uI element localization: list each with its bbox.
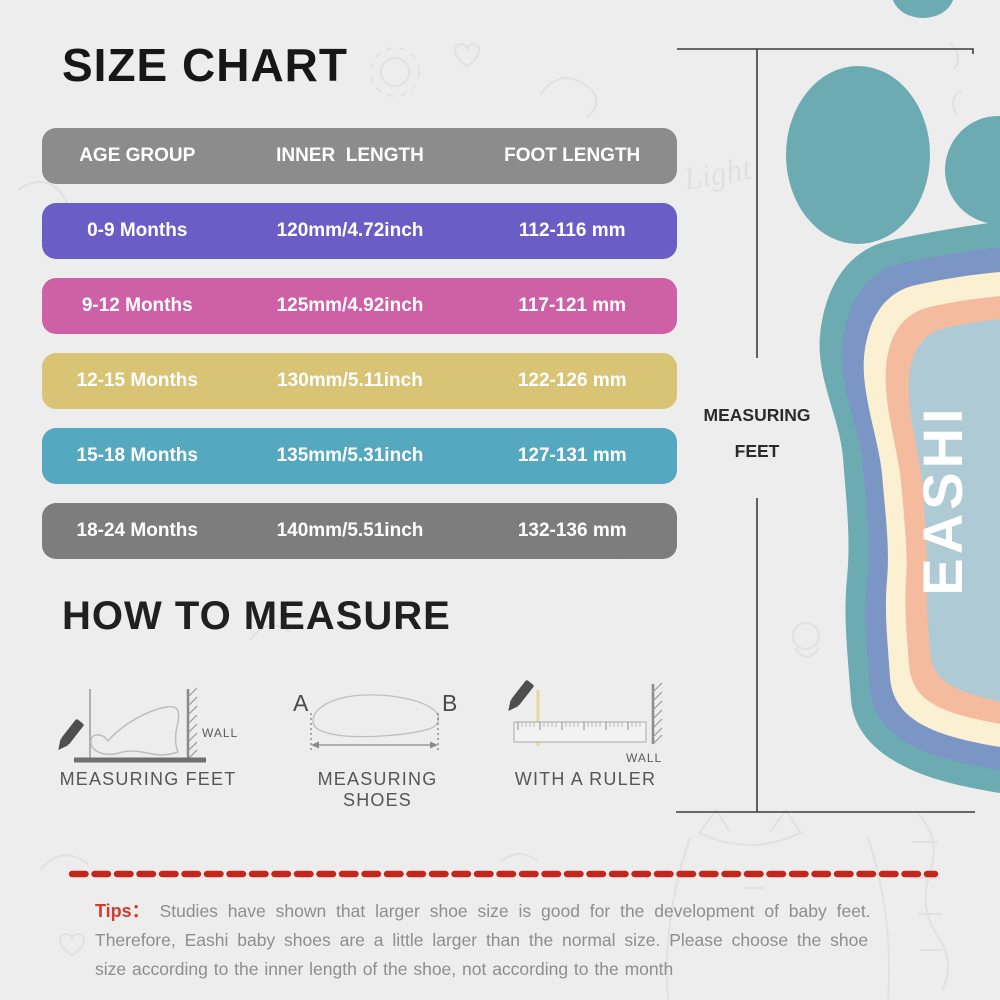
corner-toe — [892, 0, 954, 18]
foot-outline — [90, 705, 180, 756]
measure-line-top — [677, 48, 974, 54]
header-foot-length: FOOT LENGTH — [504, 145, 641, 166]
pencil-icon — [58, 719, 84, 750]
page-title: SIZE CHART — [62, 39, 348, 91]
tips-block: Tips： Studies have shown that larger sho… — [95, 897, 945, 984]
table-row: 18-24 Months 140mm/5.51inch 132-136 mm — [42, 503, 677, 559]
baby-foot-diagram: EASHI MEASURING FEET — [676, 0, 1000, 813]
inner-length-value: 130mm/5.11inch — [277, 370, 423, 391]
foot-length-value: 132-136 mm — [517, 520, 627, 541]
inner-length-value: 135mm/5.31inch — [276, 445, 424, 466]
measuring-feet-label-line2: FEET — [735, 441, 780, 461]
point-b-label: B — [442, 690, 457, 716]
wall-label: WALL — [202, 726, 238, 740]
measuring-shoes-caption: MEASURING SHOES — [317, 769, 438, 810]
brand-text: EASHI — [911, 404, 974, 595]
tips-text-1: Studies have shown that larger shoe size… — [159, 901, 871, 921]
point-a-label: A — [293, 690, 309, 716]
age-group-value: 12-15 Months — [76, 370, 198, 391]
inner-length-value: 140mm/5.51inch — [276, 520, 424, 541]
with-a-ruler-caption: WITH A RULER — [514, 769, 657, 789]
measuring-feet-illustration: WALL — [58, 687, 238, 763]
dashed-divider — [68, 870, 939, 878]
age-group-value: 18-24 Months — [76, 520, 198, 541]
shoe-sole-outline — [312, 694, 440, 738]
header-age-group: AGE GROUP — [79, 145, 196, 166]
foot-length-value: 127-131 mm — [517, 445, 627, 466]
pencil-icon — [508, 680, 534, 711]
foot-length-value: 112-116 mm — [518, 220, 626, 241]
inner-length-value: 125mm/4.92inch — [276, 295, 424, 316]
table-row: 15-18 Months 135mm/5.31inch 127-131 mm — [42, 428, 677, 484]
big-toe — [786, 66, 930, 244]
tips-line-3: size according to the inner length of th… — [95, 959, 674, 979]
age-group-value: 0-9 Months — [87, 220, 188, 241]
tips-line-1: Tips： Studies have shown that larger sho… — [95, 897, 945, 926]
second-toe — [945, 116, 1000, 224]
doodle-cat-tail — [915, 811, 949, 991]
doodle-cat-ears — [699, 808, 801, 833]
tips-line-2: Therefore, Eashi baby shoes are a little… — [95, 930, 869, 950]
age-group-value: 15-18 Months — [76, 445, 198, 466]
header-inner-length: INNER LENGTH — [276, 145, 424, 166]
ruler — [513, 721, 647, 743]
tips-label: Tips： — [95, 901, 150, 921]
table-header-row: AGE GROUP INNER LENGTH FOOT LENGTH — [42, 128, 677, 184]
measuring-feet-caption: MEASURING FEET — [59, 769, 237, 789]
doodle-cat-body — [665, 837, 891, 1000]
table-row: 12-15 Months 130mm/5.11inch 122-126 mm — [42, 353, 677, 409]
doodle-flower — [380, 57, 410, 87]
foot-length-value: 117-121 mm — [518, 295, 627, 316]
with-a-ruler-illustration: WALL — [508, 680, 663, 765]
table-row: 0-9 Months 120mm/4.72inch 112-116 mm — [42, 203, 677, 259]
measuring-feet-label-line1: MEASURING — [704, 405, 811, 425]
foot-layer-center — [908, 319, 1000, 702]
foot-length-value: 122-126 mm — [517, 370, 627, 391]
doodle-heart — [453, 43, 481, 68]
table-row: 9-12 Months 125mm/4.92inch 117-121 mm — [42, 278, 677, 334]
inner-length-value: 120mm/4.72inch — [276, 220, 424, 241]
age-group-value: 9-12 Months — [81, 295, 193, 316]
how-to-measure-title: HOW TO MEASURE — [62, 594, 451, 638]
measuring-shoes-illustration: A B — [293, 690, 457, 753]
wall-label: WALL — [626, 751, 662, 765]
size-table: AGE GROUP INNER LENGTH FOOT LENGTH 0-9 M… — [42, 128, 677, 578]
